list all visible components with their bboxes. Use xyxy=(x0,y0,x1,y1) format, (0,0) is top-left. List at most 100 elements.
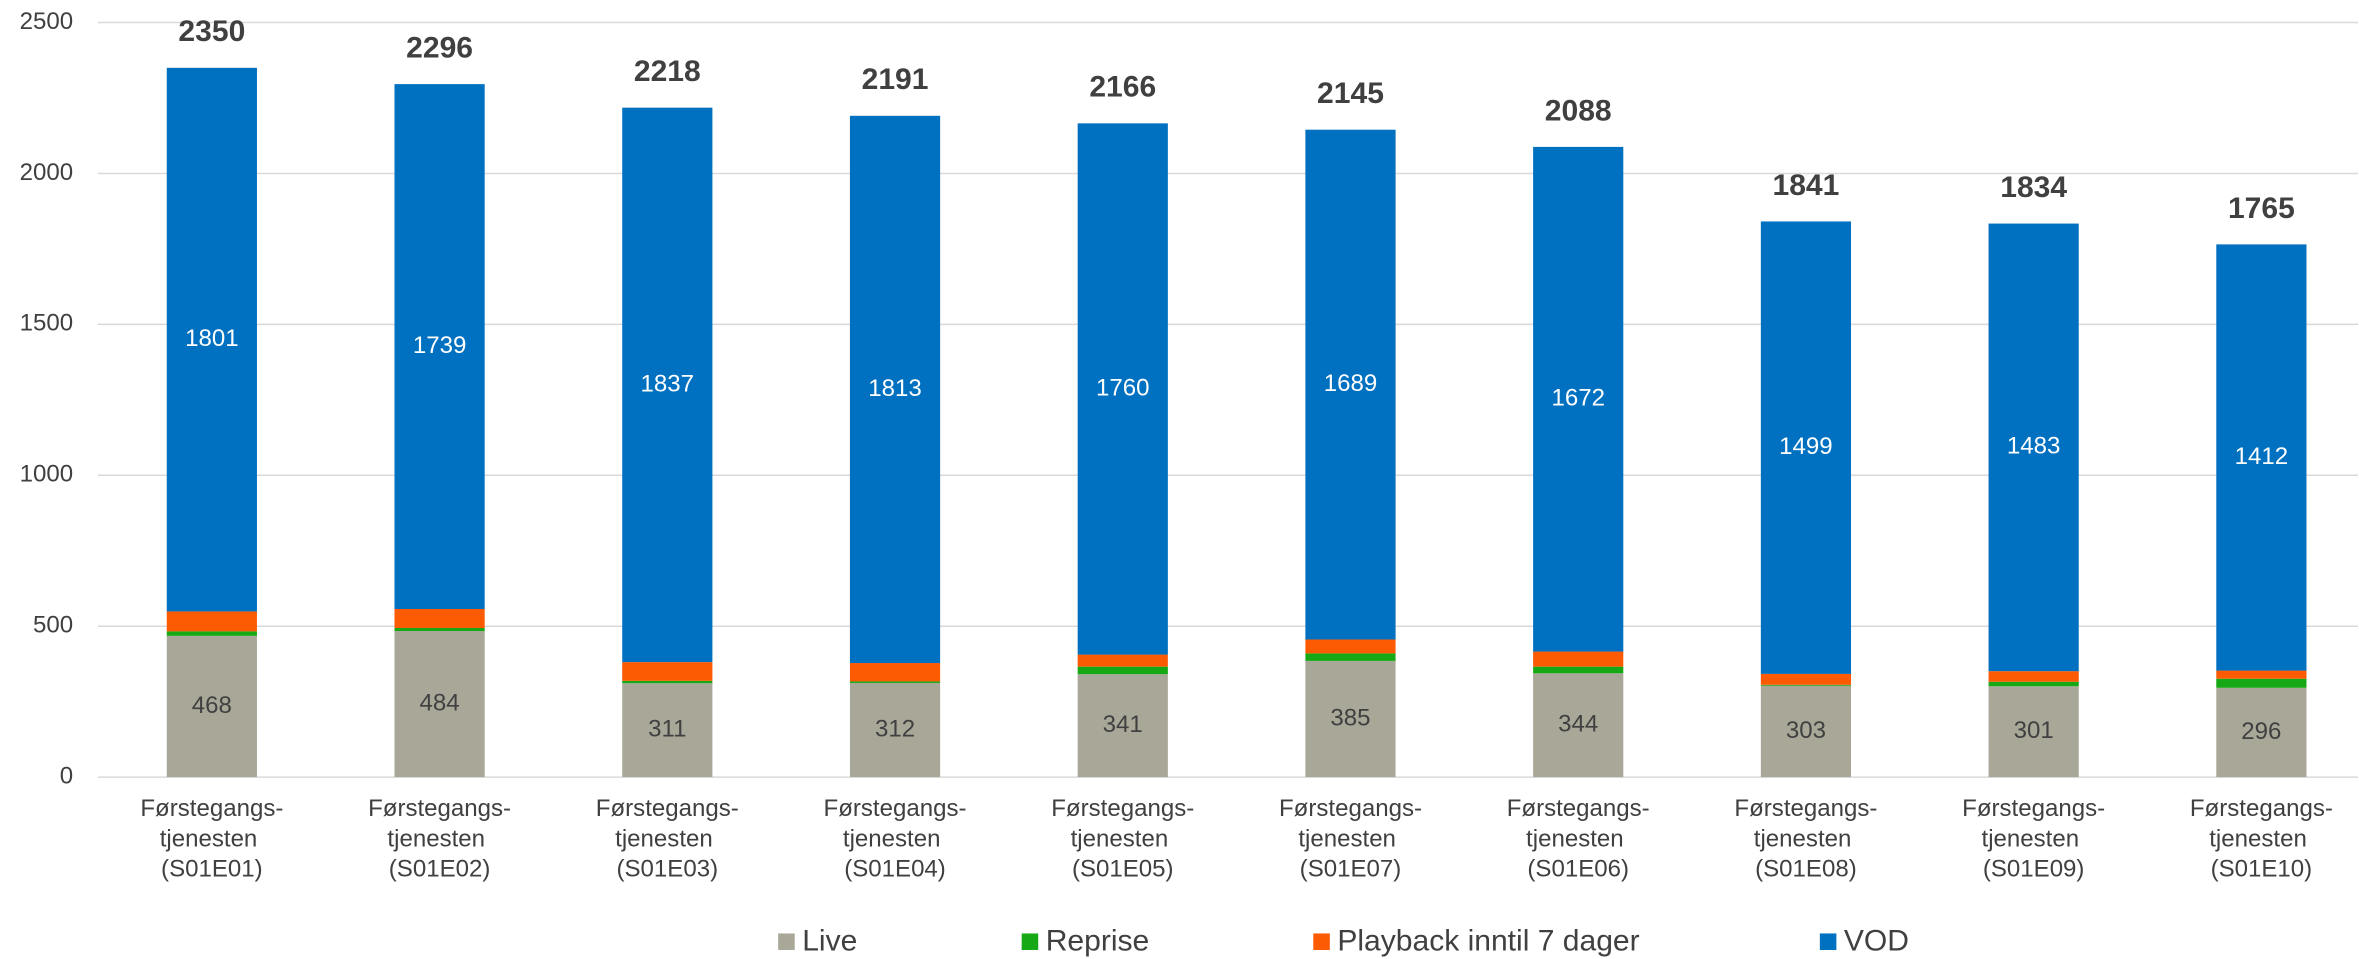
bar-segment xyxy=(1305,660,1396,778)
bar-segment xyxy=(1533,146,1624,652)
x-tick-line: tjenesten xyxy=(2209,826,2313,853)
total-label: 1834 xyxy=(2000,171,2067,204)
bar-segment xyxy=(1988,223,2079,672)
y-tick-label: 2500 xyxy=(20,8,73,35)
x-tick-line: (S01E09) xyxy=(1983,856,2085,883)
bar-segment xyxy=(394,628,485,632)
x-tick-line: Førstegangs- xyxy=(596,796,739,823)
bar-segment xyxy=(1077,123,1168,655)
total-label: 2166 xyxy=(1089,71,1156,104)
x-tick-label: Førstegangs-tjenesten (S01E01) xyxy=(140,796,283,883)
x-tick-line: tjenesten xyxy=(1298,826,1402,853)
x-tick-line: (S01E07) xyxy=(1300,856,1402,883)
total-label: 2191 xyxy=(862,63,929,96)
x-tick-label: Førstegangs-tjenesten (S01E02) xyxy=(368,796,511,883)
total-label: 2145 xyxy=(1317,77,1384,110)
bar-segment xyxy=(394,631,485,778)
value-label: 301 xyxy=(2014,717,2054,744)
bar-segment xyxy=(1077,674,1168,778)
bar-segment xyxy=(1305,639,1396,654)
value-label: 344 xyxy=(1558,711,1598,738)
value-label: 1499 xyxy=(1779,433,1833,460)
value-label: 311 xyxy=(648,716,686,743)
y-tick-label: 500 xyxy=(33,612,73,639)
value-label: 1813 xyxy=(868,375,922,402)
x-tick-line: (S01E10) xyxy=(2211,856,2313,883)
x-tick-line: tjenesten xyxy=(1754,826,1858,853)
x-tick-label: Førstegangs-tjenesten (S01E10) xyxy=(2190,796,2333,883)
value-label: 484 xyxy=(420,689,460,716)
legend-label: Playback inntil 7 dager xyxy=(1337,924,1639,957)
x-tick-line: tjenesten xyxy=(1982,826,2086,853)
bar-segment xyxy=(394,84,485,610)
total-label: 2088 xyxy=(1545,94,1612,127)
total-label: 2296 xyxy=(406,31,473,64)
x-tick-line: (S01E08) xyxy=(1755,856,1857,883)
bar-segment xyxy=(622,107,713,663)
y-tick-label: 1000 xyxy=(20,461,73,488)
total-label: 2350 xyxy=(178,15,245,48)
x-tick-label: Førstegangs-tjenesten (S01E04) xyxy=(824,796,967,883)
bar-segment xyxy=(166,635,257,778)
bar-segment xyxy=(1760,685,1852,778)
x-tick-label: Førstegangs-tjenesten (S01E09) xyxy=(1962,796,2105,883)
value-label: 385 xyxy=(1330,704,1370,731)
x-tick-label: Førstegangs-tjenesten (S01E03) xyxy=(596,796,739,883)
bar-segment xyxy=(1760,221,1852,674)
bar-segment xyxy=(1305,653,1396,661)
x-tick-line: tjenesten xyxy=(1526,826,1630,853)
x-tick-line: tjenesten xyxy=(843,826,947,853)
value-label: 1837 xyxy=(641,370,695,397)
value-label: 1412 xyxy=(2235,443,2289,470)
bar-segment xyxy=(622,680,713,684)
total-label: 1841 xyxy=(1773,169,1840,202)
x-tick-line: (S01E05) xyxy=(1072,856,1174,883)
x-tick-line: Førstegangs- xyxy=(140,796,283,823)
bar-segment xyxy=(1533,673,1624,778)
y-tick-label: 1500 xyxy=(20,310,73,337)
bar-segment xyxy=(2216,670,2307,679)
bar-segment xyxy=(1533,651,1624,667)
x-tick-label: Førstegangs-tjenesten (S01E06) xyxy=(1507,796,1650,883)
value-label: 1801 xyxy=(185,325,239,352)
legend-swatch xyxy=(1819,933,1837,950)
bar-segment xyxy=(622,662,713,681)
bar-segment xyxy=(622,683,713,778)
value-label: 468 xyxy=(192,692,232,719)
x-tick-line: (S01E06) xyxy=(1527,856,1629,883)
bar-segment xyxy=(849,663,941,682)
bar-segment xyxy=(166,631,257,636)
value-label: 1672 xyxy=(1551,385,1605,412)
x-tick-line: (S01E02) xyxy=(389,856,491,883)
total-label: 2218 xyxy=(634,55,701,88)
legend-label: Live xyxy=(802,924,857,957)
value-label: 1760 xyxy=(1096,374,1150,401)
value-label: 1483 xyxy=(2007,433,2061,460)
total-label: 1765 xyxy=(2228,192,2295,225)
legend-swatch xyxy=(778,933,795,950)
legend-swatch xyxy=(1021,933,1039,950)
x-tick-line: (S01E01) xyxy=(161,856,263,883)
value-label: 1739 xyxy=(413,332,467,359)
bar-segment xyxy=(1760,673,1852,685)
x-tick-line: tjenesten xyxy=(1071,826,1175,853)
x-tick-line: Førstegangs- xyxy=(1051,796,1194,823)
value-label: 296 xyxy=(2241,718,2281,745)
x-tick-label: Førstegangs-tjenesten (S01E05) xyxy=(1051,796,1194,883)
x-tick-label: Førstegangs-tjenesten (S01E07) xyxy=(1279,796,1422,883)
value-label: 303 xyxy=(1786,717,1826,744)
value-label: 341 xyxy=(1103,711,1143,738)
x-tick-line: tjenesten xyxy=(160,826,264,853)
x-tick-line: Førstegangs- xyxy=(1279,796,1422,823)
x-tick-line: Førstegangs- xyxy=(1507,796,1650,823)
x-tick-line: Førstegangs- xyxy=(2190,796,2333,823)
x-tick-label: Førstegangs-tjenesten (S01E08) xyxy=(1734,796,1877,883)
x-tick-line: Førstegangs- xyxy=(368,796,511,823)
bar-segment xyxy=(166,67,257,612)
bar-segment xyxy=(1077,666,1168,675)
x-tick-line: tjenesten xyxy=(615,826,719,853)
bar-segment xyxy=(2216,687,2307,778)
x-tick-line: (S01E03) xyxy=(617,856,719,883)
bar-segment xyxy=(849,681,941,683)
